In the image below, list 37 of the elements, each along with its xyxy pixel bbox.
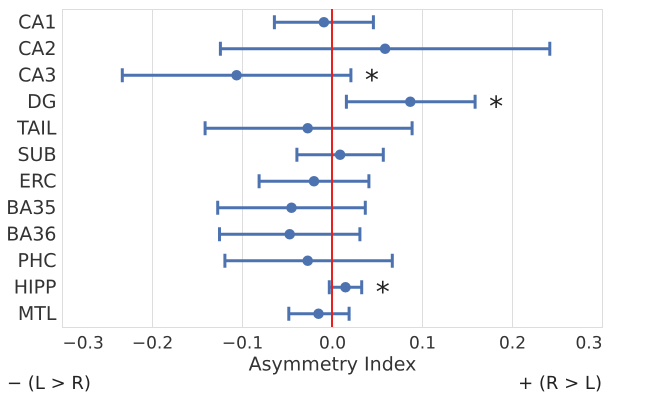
x-tick-label: −0.3 (62, 334, 104, 354)
x-tick-label: 0.0 (318, 334, 346, 354)
point (286, 202, 297, 213)
point (313, 308, 324, 319)
y-tick-label: BA35 (6, 196, 56, 219)
x-axis-title: Asymmetry Index (248, 354, 416, 376)
annotation: * (489, 90, 504, 123)
point (405, 96, 416, 107)
y-tick-label: SUB (17, 144, 56, 166)
annotation: * (376, 275, 390, 308)
point (318, 17, 330, 28)
y-tick-label: ERC (18, 170, 56, 192)
y-tick-label: PHC (17, 250, 56, 272)
point (302, 256, 313, 266)
point (231, 70, 242, 80)
x-tick-label: 0.1 (408, 334, 436, 354)
y-tick-label: CA3 (18, 64, 56, 86)
annotation: * (364, 63, 379, 96)
y-tick-label: CA1 (18, 11, 56, 34)
point (380, 44, 390, 54)
point (340, 282, 351, 292)
text: − (L > R) (7, 373, 91, 394)
point (308, 176, 320, 186)
text: + (R > L) (518, 373, 602, 394)
point (302, 123, 313, 134)
point (334, 150, 346, 160)
y-tick-label: CA2 (18, 38, 56, 60)
y-tick-label: BA36 (6, 223, 56, 246)
y-tick-label: TAIL (16, 117, 57, 140)
y-tick-label: MTL (18, 302, 57, 325)
x-tick-label: 0.3 (575, 334, 602, 354)
x-tick-label: −0.2 (132, 334, 174, 354)
x-tick-label: 0.2 (498, 334, 526, 354)
point (284, 229, 295, 240)
x-tick-label: −0.1 (222, 334, 264, 354)
y-tick-label: HIPP (14, 276, 56, 298)
y-tick-label: DG (27, 90, 56, 113)
